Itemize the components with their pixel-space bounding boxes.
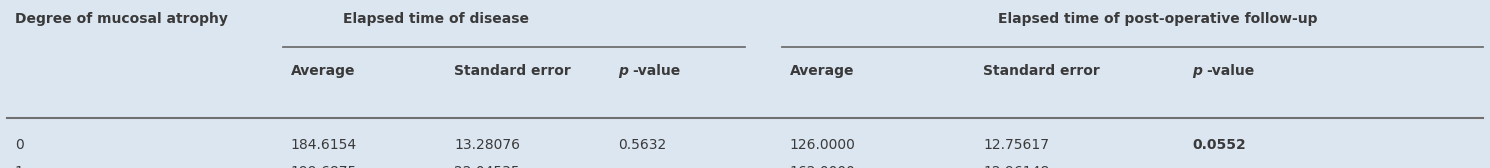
Text: Average: Average bbox=[790, 64, 854, 78]
Text: 22.04535: 22.04535 bbox=[454, 165, 520, 168]
Text: Standard error: Standard error bbox=[454, 64, 571, 78]
Text: 162.0000: 162.0000 bbox=[790, 165, 855, 168]
Text: 126.0000: 126.0000 bbox=[790, 138, 855, 152]
Text: 0.0552: 0.0552 bbox=[1192, 138, 1246, 152]
Text: p: p bbox=[618, 64, 629, 78]
Text: Average: Average bbox=[291, 64, 355, 78]
Text: Degree of mucosal atrophy: Degree of mucosal atrophy bbox=[15, 12, 228, 26]
Text: 13.28076: 13.28076 bbox=[454, 138, 520, 152]
Text: 1: 1 bbox=[15, 165, 24, 168]
Text: 0.5632: 0.5632 bbox=[618, 138, 666, 152]
Text: 0: 0 bbox=[15, 138, 24, 152]
Text: Elapsed time of post-operative follow-up: Elapsed time of post-operative follow-up bbox=[998, 12, 1317, 26]
Text: Standard error: Standard error bbox=[983, 64, 1100, 78]
Text: 199.6875: 199.6875 bbox=[291, 165, 356, 168]
Text: Elapsed time of disease: Elapsed time of disease bbox=[343, 12, 529, 26]
Text: 12.75617: 12.75617 bbox=[983, 138, 1049, 152]
Text: -value: -value bbox=[632, 64, 681, 78]
Text: 184.6154: 184.6154 bbox=[291, 138, 356, 152]
Text: p: p bbox=[1192, 64, 1202, 78]
Text: 12.96148: 12.96148 bbox=[983, 165, 1049, 168]
Text: -value: -value bbox=[1205, 64, 1255, 78]
